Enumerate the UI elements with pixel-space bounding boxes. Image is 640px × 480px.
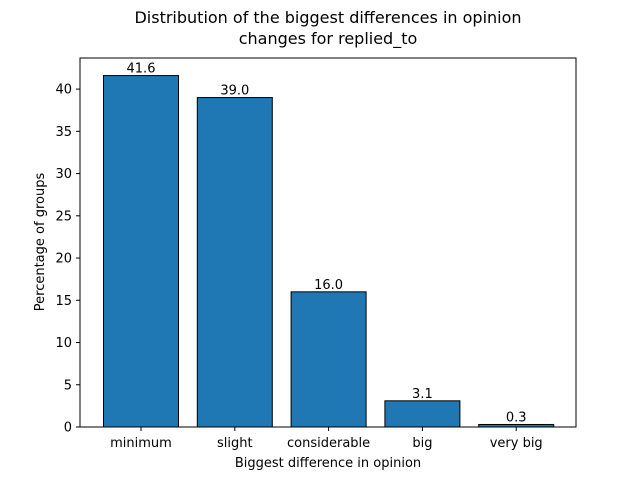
y-tick-label-10: 10 [55, 336, 72, 351]
y-axis-label: Percentage of groups [33, 173, 48, 312]
bar-slight [196, 97, 273, 428]
y-tick-label-25: 25 [55, 209, 72, 224]
y-tick-label-0: 0 [64, 421, 72, 436]
chart-title-line-1: Distribution of the biggest differences … [134, 8, 521, 27]
y-tick-label-40: 40 [55, 83, 72, 98]
data-label-considerable: 16.0 [314, 278, 343, 293]
plot-frame [79, 57, 577, 428]
bar-minimum [103, 75, 179, 428]
x-axis: minimum slight considerable big very big [110, 427, 543, 451]
bar-big [384, 400, 461, 428]
data-label-big: 3.1 [412, 387, 433, 402]
x-tick-label-minimum: minimum [110, 436, 172, 451]
chart-title: Distribution of the biggest differences … [134, 8, 521, 49]
data-label-minimum: 41.6 [127, 62, 156, 77]
bars-group [103, 75, 555, 428]
y-tick-label-5: 5 [64, 378, 72, 393]
data-label-very-big: 0.3 [506, 410, 527, 425]
y-axis: 0 5 10 15 20 25 30 35 40 [55, 83, 80, 436]
y-tick-label-30: 30 [55, 167, 72, 182]
x-tick-label-big: big [412, 436, 432, 451]
x-tick-label-considerable: considerable [287, 436, 370, 451]
x-axis-label: Biggest difference in opinion [235, 456, 421, 471]
y-tick-label-35: 35 [55, 125, 72, 140]
data-labels-group: 41.6 39.0 16.0 3.1 0.3 [127, 62, 527, 426]
data-label-slight: 39.0 [220, 84, 249, 99]
x-tick-label-very-big: very big [490, 436, 543, 451]
bar-considerable [290, 291, 367, 428]
y-tick-label-20: 20 [55, 252, 72, 267]
x-tick-label-slight: slight [217, 436, 253, 451]
chart-title-line-2: changes for replied_to [239, 29, 418, 49]
y-tick-label-15: 15 [55, 294, 72, 309]
